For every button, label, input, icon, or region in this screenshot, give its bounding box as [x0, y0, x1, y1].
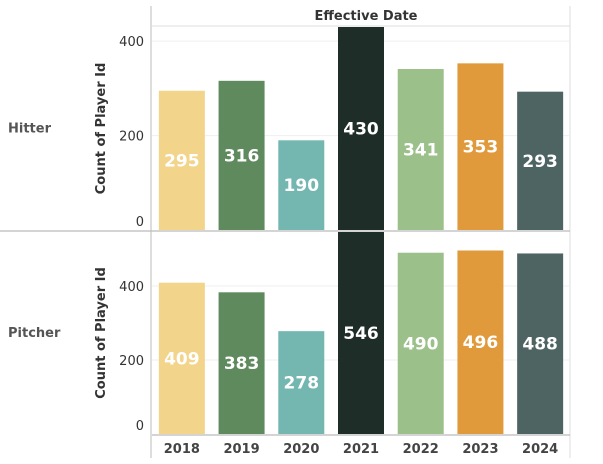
- data-label: 353: [463, 138, 499, 158]
- bar-hitter-2021[interactable]: [338, 27, 384, 230]
- data-label: 278: [284, 374, 320, 394]
- bar-hitter-2023[interactable]: [457, 63, 504, 230]
- x-tick-label: 2019: [223, 442, 259, 457]
- x-tick-label: 2020: [283, 442, 319, 457]
- column-header: Effective Date: [314, 9, 417, 24]
- data-label: 383: [224, 354, 260, 374]
- bar-pitcher-2021[interactable]: [338, 232, 384, 434]
- y-tick-label: 400: [119, 280, 144, 295]
- y-tick-label: 0: [136, 215, 144, 230]
- chart-frame: [0, 6, 571, 458]
- data-label: 409: [164, 349, 200, 369]
- data-label: 341: [403, 141, 439, 161]
- x-tick-label: 2018: [164, 442, 200, 457]
- bar-hitter-2020[interactable]: [278, 140, 325, 230]
- x-axis: 2018 2019 2020 2021 2022 2023 2024: [164, 442, 558, 457]
- bar-hitter-2022[interactable]: [397, 69, 444, 230]
- bar-pitcher-2023[interactable]: [457, 250, 504, 434]
- data-label: 430: [343, 120, 379, 140]
- data-label: 295: [164, 151, 200, 171]
- x-tick-label: 2022: [403, 442, 439, 457]
- data-label: 488: [522, 335, 558, 355]
- data-label: 293: [522, 152, 558, 172]
- y-axis-title: Count of Player Id: [94, 63, 109, 195]
- y-tick-label: 200: [119, 354, 144, 369]
- row-label-pitcher: Pitcher: [8, 326, 61, 341]
- y-tick-label: 0: [136, 419, 144, 434]
- bar-hitter-2019[interactable]: [218, 80, 265, 230]
- panel-hitter: 0 200 400 Hitter Count of Player Id 295 316 190…: [8, 27, 570, 230]
- x-tick-label: 2021: [343, 442, 379, 457]
- panel-pitcher: 0 200 400 Pitcher Count of Player Id 409 383 27…: [8, 232, 570, 434]
- bar-pitcher-2022[interactable]: [397, 252, 444, 434]
- x-tick-label: 2024: [522, 442, 558, 457]
- y-tick-label: 400: [119, 35, 144, 50]
- row-label-hitter: Hitter: [8, 122, 52, 137]
- data-label: 546: [343, 324, 379, 344]
- x-tick-label: 2023: [462, 442, 498, 457]
- data-label: 496: [463, 333, 499, 353]
- y-tick-label: 200: [119, 130, 144, 145]
- data-label: 490: [403, 334, 439, 354]
- bar-pitcher-2019[interactable]: [218, 292, 265, 434]
- bar-pitcher-2018[interactable]: [158, 282, 205, 434]
- bar-hitter-2024[interactable]: [517, 91, 564, 230]
- bar-hitter-2018[interactable]: [158, 90, 205, 230]
- panels: 0 200 400 Hitter Count of Player Id 295 316 190…: [8, 27, 570, 434]
- bar-pitcher-2020[interactable]: [278, 331, 325, 434]
- data-label: 190: [284, 176, 320, 196]
- y-axis-title: Count of Player Id: [94, 267, 109, 399]
- data-label: 316: [224, 146, 260, 166]
- bar-pitcher-2024[interactable]: [517, 253, 564, 434]
